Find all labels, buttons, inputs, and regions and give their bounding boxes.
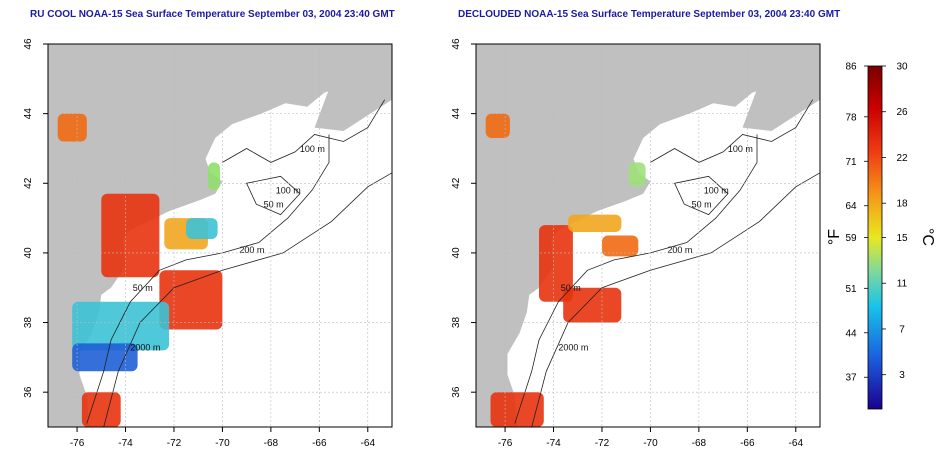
colorbar-label-f: 78 (845, 112, 857, 123)
x-tick-label: -70 (215, 438, 230, 449)
sst-patch (57, 113, 87, 142)
colorbar-label-f: 64 (845, 201, 857, 212)
y-tick-label: 44 (23, 108, 34, 120)
y-tick-label: 38 (23, 317, 34, 329)
colorbar-label-c: 3 (899, 370, 905, 381)
sst-patch (72, 301, 170, 351)
map-panel-left: 100 m 100 m 50 m 200 m 50 m 2000 m -76 -74 -72 -7… (23, 38, 393, 449)
map-panel-right: 100 m 100 m 50 m 200 m 50 m 2000 m -76 -74 -72 -7… (451, 38, 821, 449)
sst-patch (72, 343, 138, 372)
sst-patch (159, 270, 223, 330)
georges-bank-contour (246, 175, 301, 216)
x-tick-label: -72 (595, 438, 610, 449)
bathymetry-contour (650, 99, 814, 163)
y-tick-label: 46 (451, 38, 462, 50)
contour-label: 2000 m (130, 342, 160, 352)
sst-patch (490, 392, 544, 427)
nova-scotia (742, 61, 820, 131)
x-tick-label: -64 (789, 438, 804, 449)
x-tick-label: -64 (361, 438, 376, 449)
panel-title-left: RU COOL NOAA-15 Sea Surface Temperature … (30, 9, 395, 20)
colorbar-unit-c: °C (918, 228, 936, 246)
y-tick-label: 44 (451, 108, 462, 120)
x-tick-label: -76 (70, 438, 85, 449)
colorbar-label-f: 37 (845, 373, 857, 384)
contour-label: 50 m (692, 200, 712, 210)
land-mass (48, 44, 392, 427)
x-tick-label: -66 (312, 438, 327, 449)
colorbar-label-c: 11 (897, 279, 908, 290)
y-tick-label: 42 (451, 177, 462, 189)
colorbar-label-c: 18 (896, 199, 908, 210)
contour-label: 100 m (276, 186, 301, 196)
contour-label: 50 m (561, 283, 581, 293)
x-tick-label: -68 (692, 438, 707, 449)
contour-label: 100 m (300, 144, 325, 154)
bathymetry-contour (514, 134, 758, 424)
colorbar-unit-f: °F (826, 228, 844, 246)
land-mass (476, 44, 820, 427)
colorbar-label-c: 26 (896, 107, 908, 118)
colorbar-label-f: 59 (845, 233, 857, 244)
colorbar-label-f: 51 (845, 284, 857, 295)
contour-label: 100 m (728, 144, 753, 154)
x-tick-label: -68 (264, 438, 279, 449)
contour-label: 100 m (704, 186, 729, 196)
colorbar-label-c: 15 (896, 233, 908, 244)
contour-label: 200 m (239, 245, 264, 255)
y-tick-label: 36 (23, 386, 34, 398)
contour-label: 50 m (133, 283, 153, 293)
bathymetry-contour (103, 172, 393, 428)
georges-bank-contour (674, 175, 729, 216)
map-frame (475, 43, 821, 428)
sst-patch (563, 287, 622, 323)
sst-patch (101, 193, 160, 278)
sst-patch (539, 225, 573, 302)
colorbar-label-f: 44 (845, 328, 857, 339)
map-frame (47, 43, 393, 428)
colorbar-label-c: 22 (896, 153, 908, 164)
x-tick-label: -72 (167, 438, 182, 449)
colorbar-gradient (867, 65, 883, 410)
bathymetry-contour (222, 99, 386, 163)
sst-patch (568, 214, 622, 232)
y-tick-label: 40 (23, 247, 34, 259)
colorbar-label-f: 71 (845, 157, 857, 168)
x-tick-label: -66 (740, 438, 755, 449)
contour-label: 200 m (667, 245, 692, 255)
sst-patch (81, 392, 121, 427)
bathymetry-contour (531, 172, 821, 428)
x-tick-label: -70 (643, 438, 658, 449)
y-tick-label: 38 (451, 317, 462, 329)
y-tick-label: 42 (23, 177, 34, 189)
x-tick-label: -74 (546, 438, 561, 449)
colorbar-label-c: 30 (896, 62, 908, 73)
sst-patch (602, 235, 639, 257)
x-tick-label: -76 (498, 438, 513, 449)
colorbar-label-f: 86 (845, 62, 857, 73)
sst-patch (186, 218, 218, 239)
panel-title-right: DECLOUDED NOAA-15 Sea Surface Temperatur… (458, 9, 841, 20)
sst-patch (485, 113, 510, 138)
x-tick-label: -74 (118, 438, 133, 449)
bathymetry-contour (86, 134, 330, 424)
y-tick-label: 40 (451, 247, 462, 259)
colorbar: 30 26 22 18 15 11 7 3 86 78 71 64 59 51 44 37 (845, 62, 908, 410)
contour-label: 50 m (264, 200, 284, 210)
colorbar-label-c: 7 (899, 324, 905, 335)
nova-scotia (314, 61, 392, 131)
y-tick-label: 36 (451, 386, 462, 398)
contour-label: 2000 m (558, 342, 588, 352)
y-tick-label: 46 (23, 38, 34, 50)
sst-patch (628, 162, 646, 187)
sst-patch (207, 162, 220, 191)
sst-patch (164, 218, 208, 250)
